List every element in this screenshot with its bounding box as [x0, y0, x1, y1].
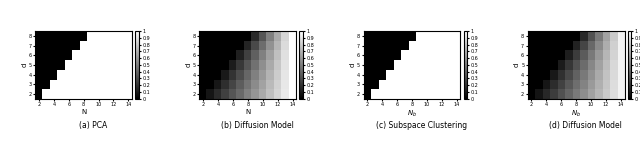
Y-axis label: d: d [186, 63, 191, 67]
Y-axis label: d: d [349, 63, 356, 67]
X-axis label: $N_b$: $N_b$ [571, 109, 581, 119]
X-axis label: N: N [245, 109, 250, 114]
Text: (d) Diffusion Model: (d) Diffusion Model [549, 121, 622, 130]
Y-axis label: d: d [21, 63, 28, 67]
X-axis label: N: N [81, 109, 86, 114]
X-axis label: $N_b$: $N_b$ [407, 109, 417, 119]
Text: (a) PCA: (a) PCA [79, 121, 108, 130]
Text: (c) Subspace Clustering: (c) Subspace Clustering [376, 121, 467, 130]
Text: (b) Diffusion Model: (b) Diffusion Model [221, 121, 294, 130]
Y-axis label: d: d [514, 63, 520, 67]
